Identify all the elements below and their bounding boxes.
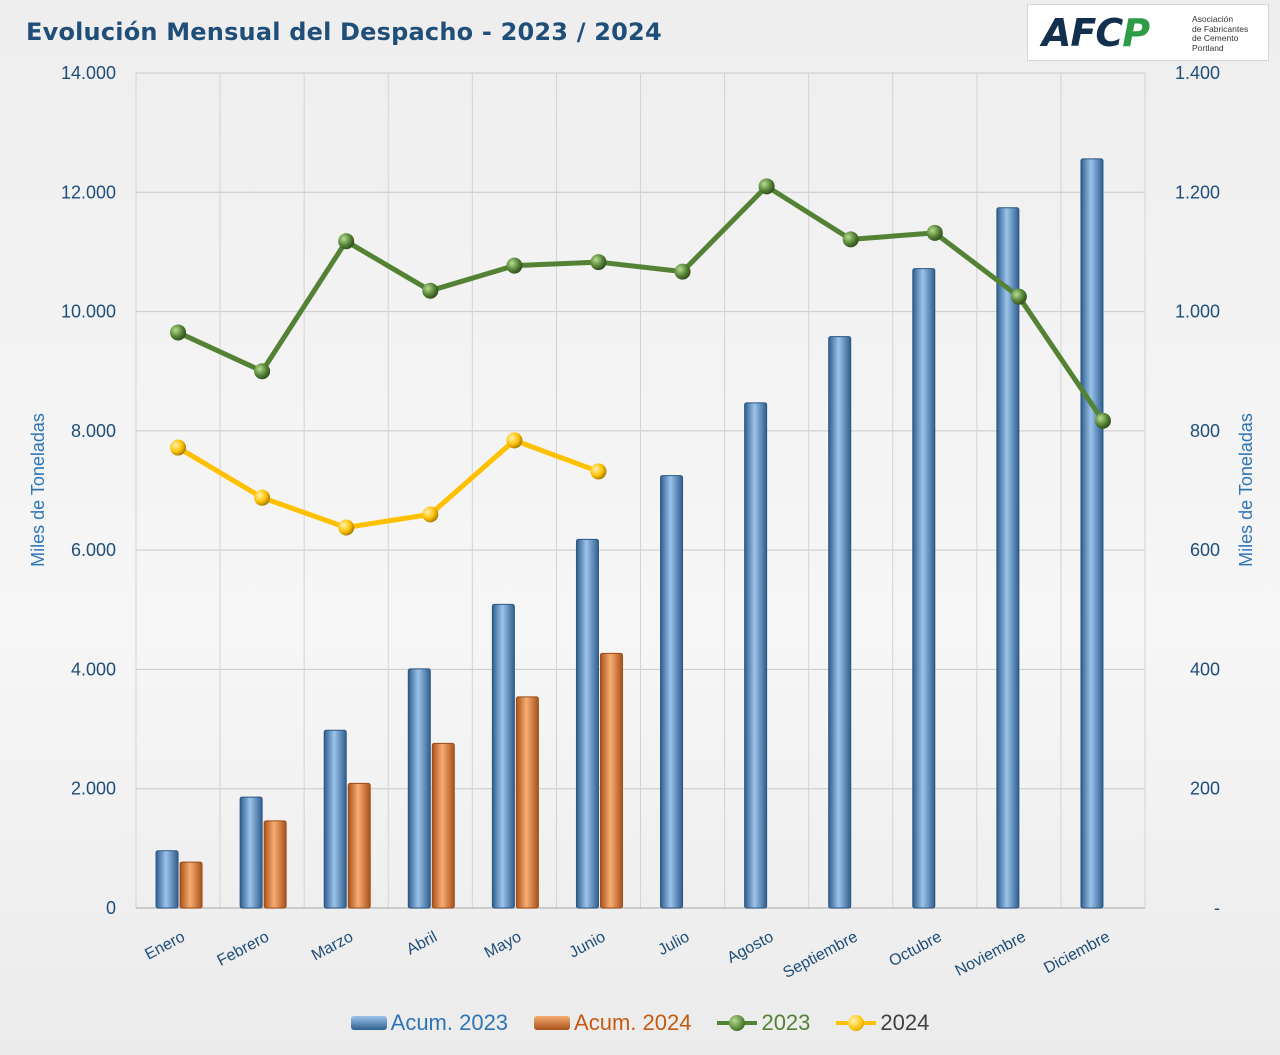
bar-acum-2023 <box>575 538 599 909</box>
afcp-logo: AFCP Asociación de Fabricantes de Cement… <box>1027 4 1269 61</box>
left-tick-label: 8.000 <box>71 421 116 441</box>
logo-text-line: de Fabricantes <box>1192 23 1249 34</box>
point-2024 <box>254 489 271 506</box>
category-label: Septiembre <box>780 928 860 981</box>
bar-acum-2023 <box>996 207 1020 909</box>
logo-mark-right: P <box>1122 11 1150 55</box>
chart-title: Evolución Mensual del Despacho - 2023 / … <box>26 18 662 46</box>
chart-area: 02.0004.0006.0008.00010.00012.00014.000 … <box>28 63 1256 982</box>
left-axis-ticks: 0 2.000 4.000 6.000 8.000 10.000 12.000 14.000 <box>61 63 116 918</box>
bar-acum-2024 <box>263 820 287 909</box>
legend-label: Acum. 2023 <box>390 1010 509 1035</box>
legend-item-acum-2023: Acum. 2023 <box>350 1010 509 1036</box>
point-2023 <box>926 224 943 241</box>
lines <box>170 178 1111 536</box>
category-label: Mayo <box>482 928 525 961</box>
category-label: Noviembre <box>952 928 1028 979</box>
bar-acum-2024 <box>515 696 539 909</box>
category-labels: Enero Febrero Marzo Abril Mayo Junio Julio Agos… <box>142 928 1113 981</box>
legend-item-acum-2024: Acum. 2024 <box>534 1010 691 1036</box>
right-tick-label: 1.000 <box>1175 302 1220 322</box>
point-2023 <box>842 231 859 248</box>
point-2024 <box>590 463 607 480</box>
logo-mark-left: AFC <box>1042 11 1123 55</box>
right-tick-label: 200 <box>1190 779 1220 799</box>
bar-acum-2023 <box>660 475 684 909</box>
legend: Acum. 2023 Acum. 2024 2023 2024 <box>0 1008 1280 1038</box>
bar-acum-2023 <box>744 402 768 909</box>
legend-label: 2023 <box>761 1010 811 1035</box>
point-2024 <box>170 439 187 456</box>
left-tick-label: 4.000 <box>71 659 116 679</box>
legend-label: Acum. 2024 <box>574 1010 692 1035</box>
point-2024 <box>338 519 355 536</box>
category-label: Abril <box>404 929 440 959</box>
category-label: Julio <box>655 928 692 959</box>
category-label: Octubre <box>886 928 944 970</box>
legend-item-2024: 2024 <box>836 1010 929 1036</box>
point-2023 <box>422 282 439 299</box>
point-2023 <box>254 363 271 380</box>
right-tick-label: - <box>1214 898 1220 918</box>
bar-acum-2023 <box>1080 158 1104 909</box>
logo-text-line: Portland <box>1192 42 1224 53</box>
bar-acum-2023 <box>828 336 852 909</box>
category-label: Junio <box>567 928 609 961</box>
left-tick-label: 0 <box>106 898 116 918</box>
category-label: Diciembre <box>1041 928 1113 977</box>
point-2024 <box>422 506 439 523</box>
gridlines <box>135 72 1146 909</box>
right-tick-label: 800 <box>1190 421 1220 441</box>
right-tick-label: 600 <box>1190 540 1220 560</box>
logo-mark: AFCP <box>1042 11 1150 55</box>
bar-acum-2024 <box>347 782 371 909</box>
bar-acum-2023 <box>912 268 936 909</box>
line-2023 <box>175 183 1106 424</box>
left-tick-label: 10.000 <box>61 302 116 322</box>
left-tick-label: 14.000 <box>61 63 116 83</box>
category-label: Marzo <box>309 928 356 964</box>
bar-acum-2023 <box>155 850 179 909</box>
bar-acum-2024 <box>599 652 623 909</box>
right-tick-label: 400 <box>1190 659 1220 679</box>
point-2023 <box>590 254 607 271</box>
category-label: Agosto <box>725 928 777 966</box>
point-2023 <box>674 263 691 280</box>
legend-swatch-2024 <box>836 1014 877 1032</box>
bar-acum-2024 <box>179 861 203 909</box>
left-tick-label: 12.000 <box>61 182 116 202</box>
left-tick-label: 6.000 <box>71 540 116 560</box>
left-axis-title: Miles de Toneladas <box>28 413 48 567</box>
logo-text-line: de Cemento <box>1192 33 1239 43</box>
right-axis-ticks: - 200 400 600 800 1.000 1.200 1.400 <box>1175 63 1220 918</box>
bar-acum-2024 <box>431 742 455 909</box>
point-2023 <box>1094 412 1111 429</box>
legend-swatch-acum-2023 <box>350 1016 387 1030</box>
logo-text-line: Asociación <box>1192 14 1234 24</box>
legend-label: 2024 <box>880 1010 930 1035</box>
bar-acum-2023 <box>239 796 263 909</box>
category-label: Febrero <box>215 928 273 969</box>
point-2023 <box>338 233 355 250</box>
point-2023 <box>506 257 523 274</box>
line-2024 <box>175 437 601 530</box>
category-label: Enero <box>142 928 188 963</box>
left-tick-label: 2.000 <box>71 779 116 799</box>
point-2023 <box>1010 288 1027 305</box>
legend-swatch-2023 <box>717 1014 758 1032</box>
logo-text: Asociación de Fabricantes de Cemento Por… <box>1192 14 1268 53</box>
point-2023 <box>758 178 775 195</box>
point-2024 <box>506 432 523 449</box>
right-axis-title: Miles de Toneladas <box>1236 413 1256 567</box>
right-tick-label: 1.400 <box>1175 63 1220 83</box>
point-2023 <box>170 324 187 341</box>
legend-item-2023: 2023 <box>717 1010 810 1036</box>
bar-acum-2023 <box>491 603 515 909</box>
bar-acum-2023 <box>407 668 431 909</box>
right-tick-label: 1.200 <box>1175 182 1220 202</box>
bars <box>155 158 1104 909</box>
legend-swatch-acum-2024 <box>534 1016 571 1030</box>
bar-acum-2023 <box>323 729 347 909</box>
